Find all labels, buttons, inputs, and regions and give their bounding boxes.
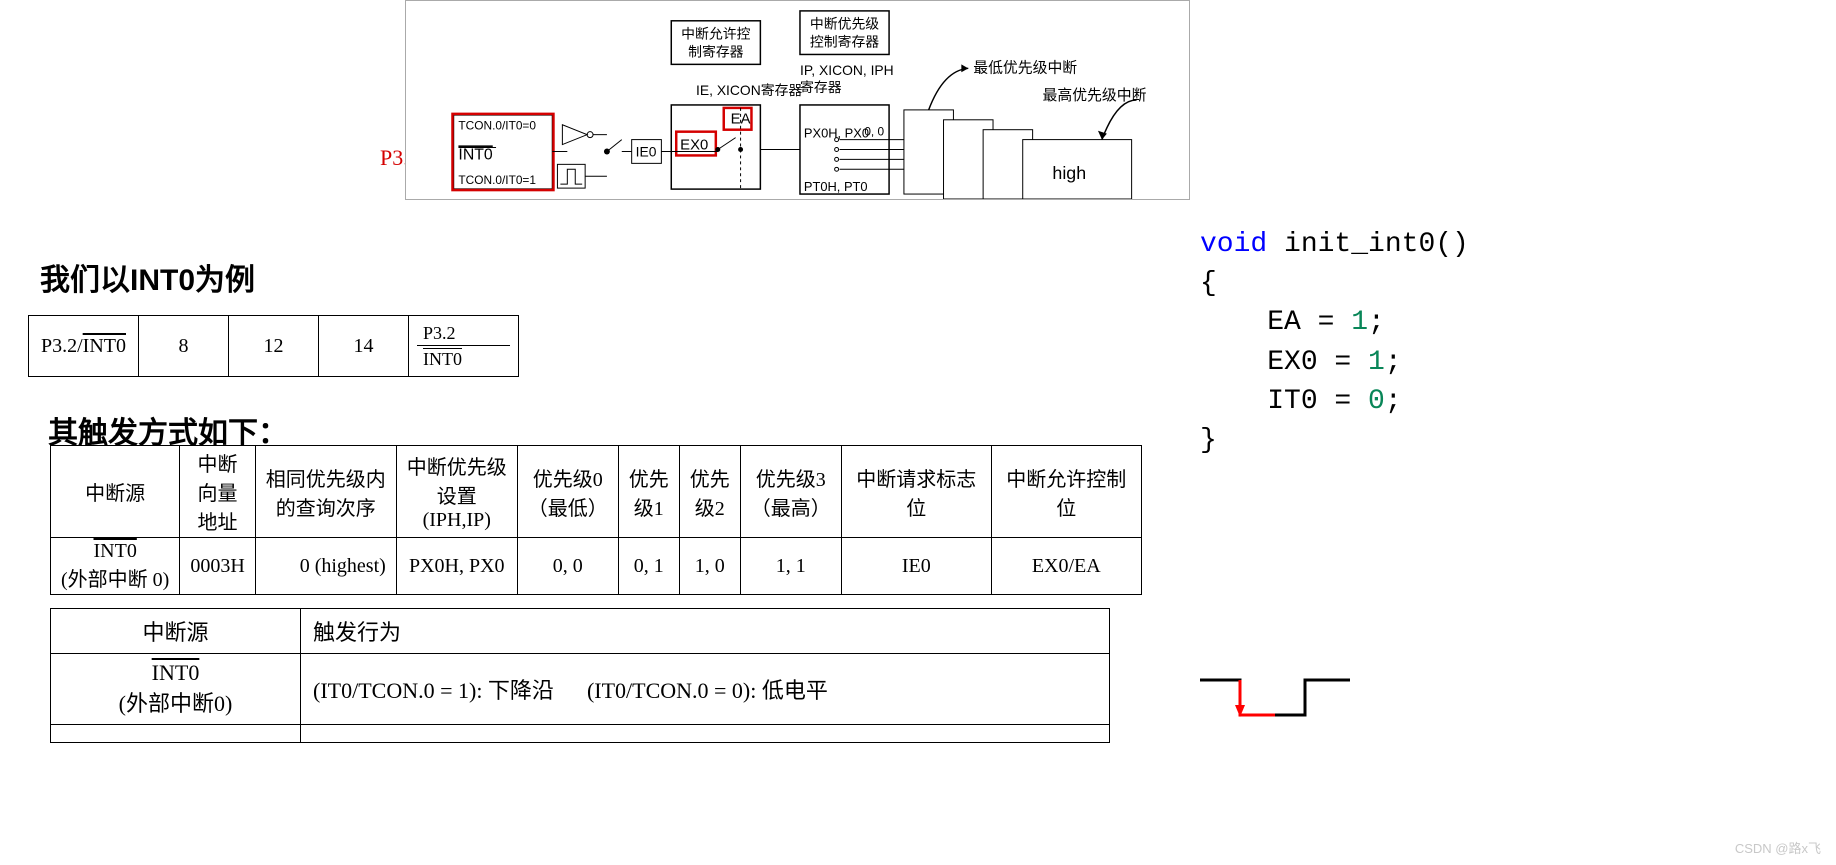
svg-text:TCON.0/IT0=0: TCON.0/IT0=0 [458, 119, 536, 133]
svg-text:0, 0: 0, 0 [864, 125, 884, 139]
trigger-table: 中断源 触发行为 INT0(外部中断0) (IT0/TCON.0 = 1): 下… [50, 608, 1110, 743]
waveform-icon [1195, 665, 1355, 735]
svg-text:寄存器: 寄存器 [800, 79, 842, 95]
svg-text:IE0: IE0 [636, 143, 657, 159]
interrupt-diagram: 中断允许控 制寄存器 中断优先级 控制寄存器 IE, XICON寄存器 IP, … [405, 0, 1190, 200]
pin-table: P3.2/INT0 8 12 14 P3.2 INT0 [28, 315, 519, 377]
csdn-watermark: CSDN @路x飞 [1735, 838, 1821, 857]
svg-text:最高优先级中断: 最高优先级中断 [1043, 87, 1147, 104]
priority-table: 中断源 中断向量地址 相同优先级内的查询次序 中断优先级设置(IPH,IP) 优… [50, 445, 1142, 595]
svg-text:IE, XICON寄存器: IE, XICON寄存器 [696, 82, 802, 98]
svg-text:控制寄存器: 控制寄存器 [810, 34, 879, 50]
svg-text:中断优先级: 中断优先级 [810, 16, 879, 32]
svg-text:PX0H, PX0: PX0H, PX0 [804, 126, 869, 141]
heading-int0-example: 我们以INT0为例 [40, 255, 255, 299]
svg-text:最低优先级中断: 最低优先级中断 [973, 59, 1077, 76]
svg-text:TCON.0/IT0=1: TCON.0/IT0=1 [458, 173, 536, 187]
svg-text:制寄存器: 制寄存器 [688, 43, 744, 59]
svg-text:INT0: INT0 [458, 146, 492, 163]
svg-text:IP, XICON, IPH: IP, XICON, IPH [800, 62, 894, 78]
svg-text:中断允许控: 中断允许控 [681, 26, 750, 42]
svg-text:high: high [1052, 163, 1086, 183]
code-snippet: void init_int0() { EA = 1; EX0 = 1; IT0 … [1200, 225, 1469, 460]
svg-text:PT0H, PT0: PT0H, PT0 [804, 179, 868, 194]
